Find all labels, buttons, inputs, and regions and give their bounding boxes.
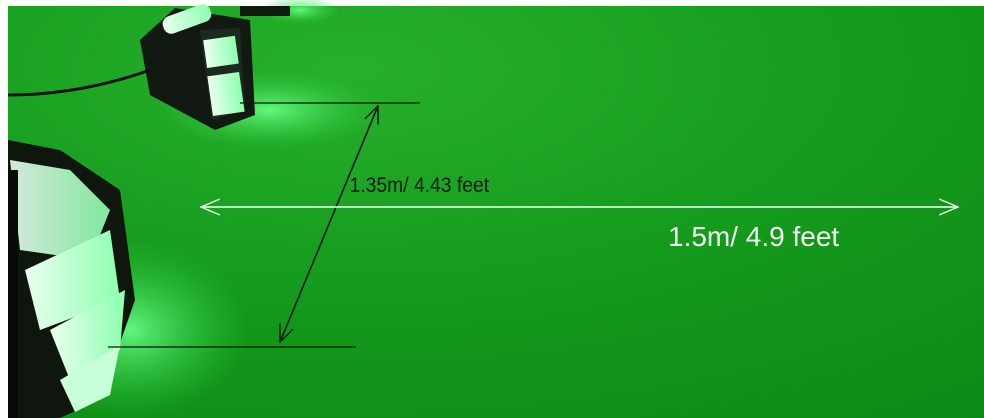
width-label: 1.5m/ 4.9 feet — [668, 221, 839, 252]
light-fixture — [8, 140, 135, 418]
height-arrow — [280, 106, 378, 342]
light-fixture — [7, 4, 290, 130]
light-glow — [260, 0, 340, 24]
height-label: 1.35m/ 4.43 feet — [350, 174, 490, 197]
